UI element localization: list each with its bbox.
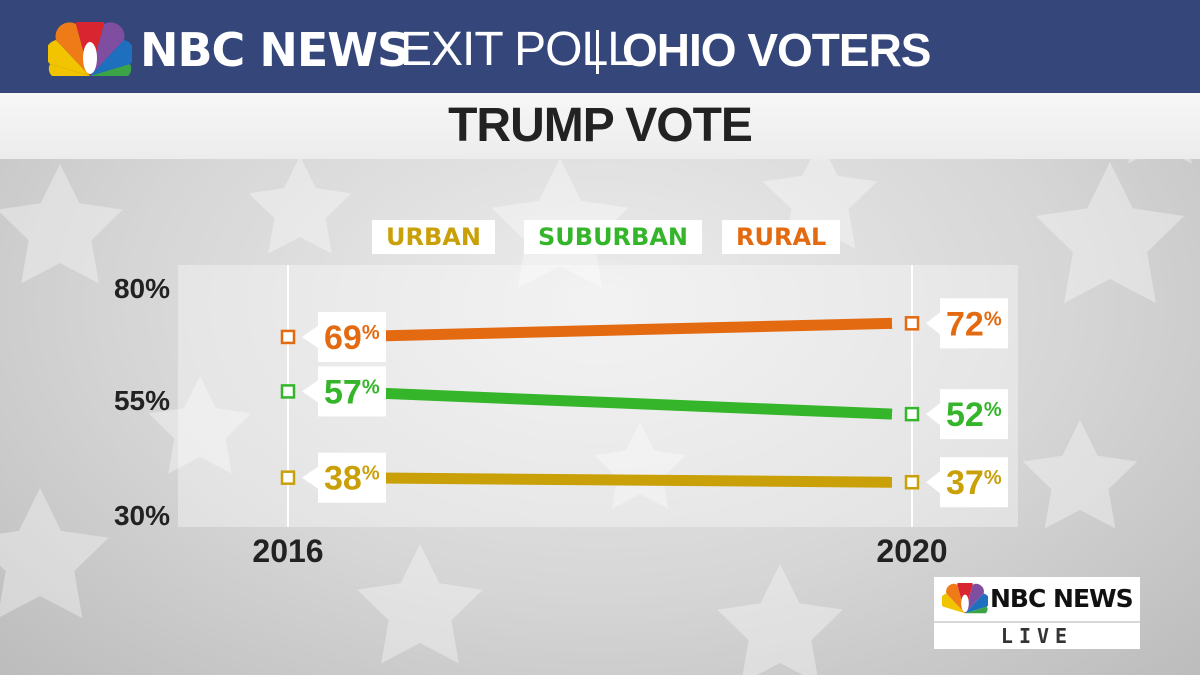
label-pointer-suburban-2020 [926, 403, 940, 426]
data-label-rural-2020: 72% [946, 305, 1002, 343]
plot-panel [178, 265, 1018, 527]
data-point-suburban-2020 [904, 406, 920, 422]
label-box-suburban-2016 [318, 366, 386, 417]
label-box-rural-2020 [940, 298, 1008, 349]
x-tick-2020: 2020 [876, 533, 947, 569]
logo-top: NBC NEWS [934, 577, 1140, 621]
label-pointer-suburban-2016 [302, 380, 318, 403]
series-line-rural [335, 317, 893, 343]
label-box-urban-2020 [940, 457, 1008, 508]
header-bar: NBC NEWS EXIT POLL OHIO VOTERS [0, 0, 1200, 93]
logo-peacock-icon [942, 583, 988, 614]
label-pointer-rural-2016 [302, 325, 318, 348]
label-box-urban-2016 [318, 452, 386, 503]
series-layer: 38% 37% 57% 52% 69% 72% [280, 298, 1008, 508]
label-pointer-urban-2020 [926, 471, 940, 494]
legend-suburban: SUBURBAN [524, 220, 702, 254]
label-pointer-rural-2020 [926, 312, 940, 335]
y-tick-80: 80% [114, 273, 170, 304]
data-label-urban-2020: 37% [946, 464, 1002, 502]
data-point-urban-2016 [280, 470, 296, 485]
peacock-logo-icon [48, 22, 132, 76]
data-point-rural-2016 [280, 329, 296, 345]
legend-urban: URBAN [372, 220, 495, 254]
data-point-suburban-2016 [280, 384, 296, 399]
data-point-urban-2020 [904, 474, 920, 490]
legend-rural: RURAL [722, 220, 841, 254]
series-suburban: 57% 52% [280, 366, 1008, 440]
data-point-rural-2020 [904, 316, 920, 331]
label-box-suburban-2020 [940, 389, 1008, 440]
series-rural: 69% 72% [280, 298, 1008, 362]
series-line-suburban [335, 385, 893, 420]
live-label: LIVE [934, 621, 1140, 649]
title-bar: TRUMP VOTE [0, 93, 1200, 159]
y-tick-55: 55% [114, 385, 170, 416]
y-tick-30: 30% [114, 500, 170, 531]
brand-name: NBC NEWS [140, 23, 410, 77]
label-pointer-urban-2016 [302, 466, 318, 489]
logo-brand: NBC NEWS [990, 584, 1134, 613]
data-label-suburban-2020: 52% [946, 396, 1002, 434]
x-tick-2016: 2016 [252, 533, 323, 569]
series-urban: 38% 37% [280, 452, 1008, 508]
data-label-urban-2016: 38% [324, 460, 380, 498]
label-box-rural-2016 [318, 311, 386, 362]
exit-poll-label: EXIT POLL [400, 23, 634, 76]
header-divider [596, 30, 599, 74]
series-line-urban [335, 472, 893, 488]
region-label: OHIO VOTERS [622, 24, 931, 76]
data-label-rural-2016: 69% [324, 319, 380, 357]
data-label-suburban-2016: 57% [324, 373, 380, 411]
chart-title: TRUMP VOTE [448, 99, 753, 152]
nbc-news-live-logo: NBC NEWS LIVE [934, 577, 1140, 649]
